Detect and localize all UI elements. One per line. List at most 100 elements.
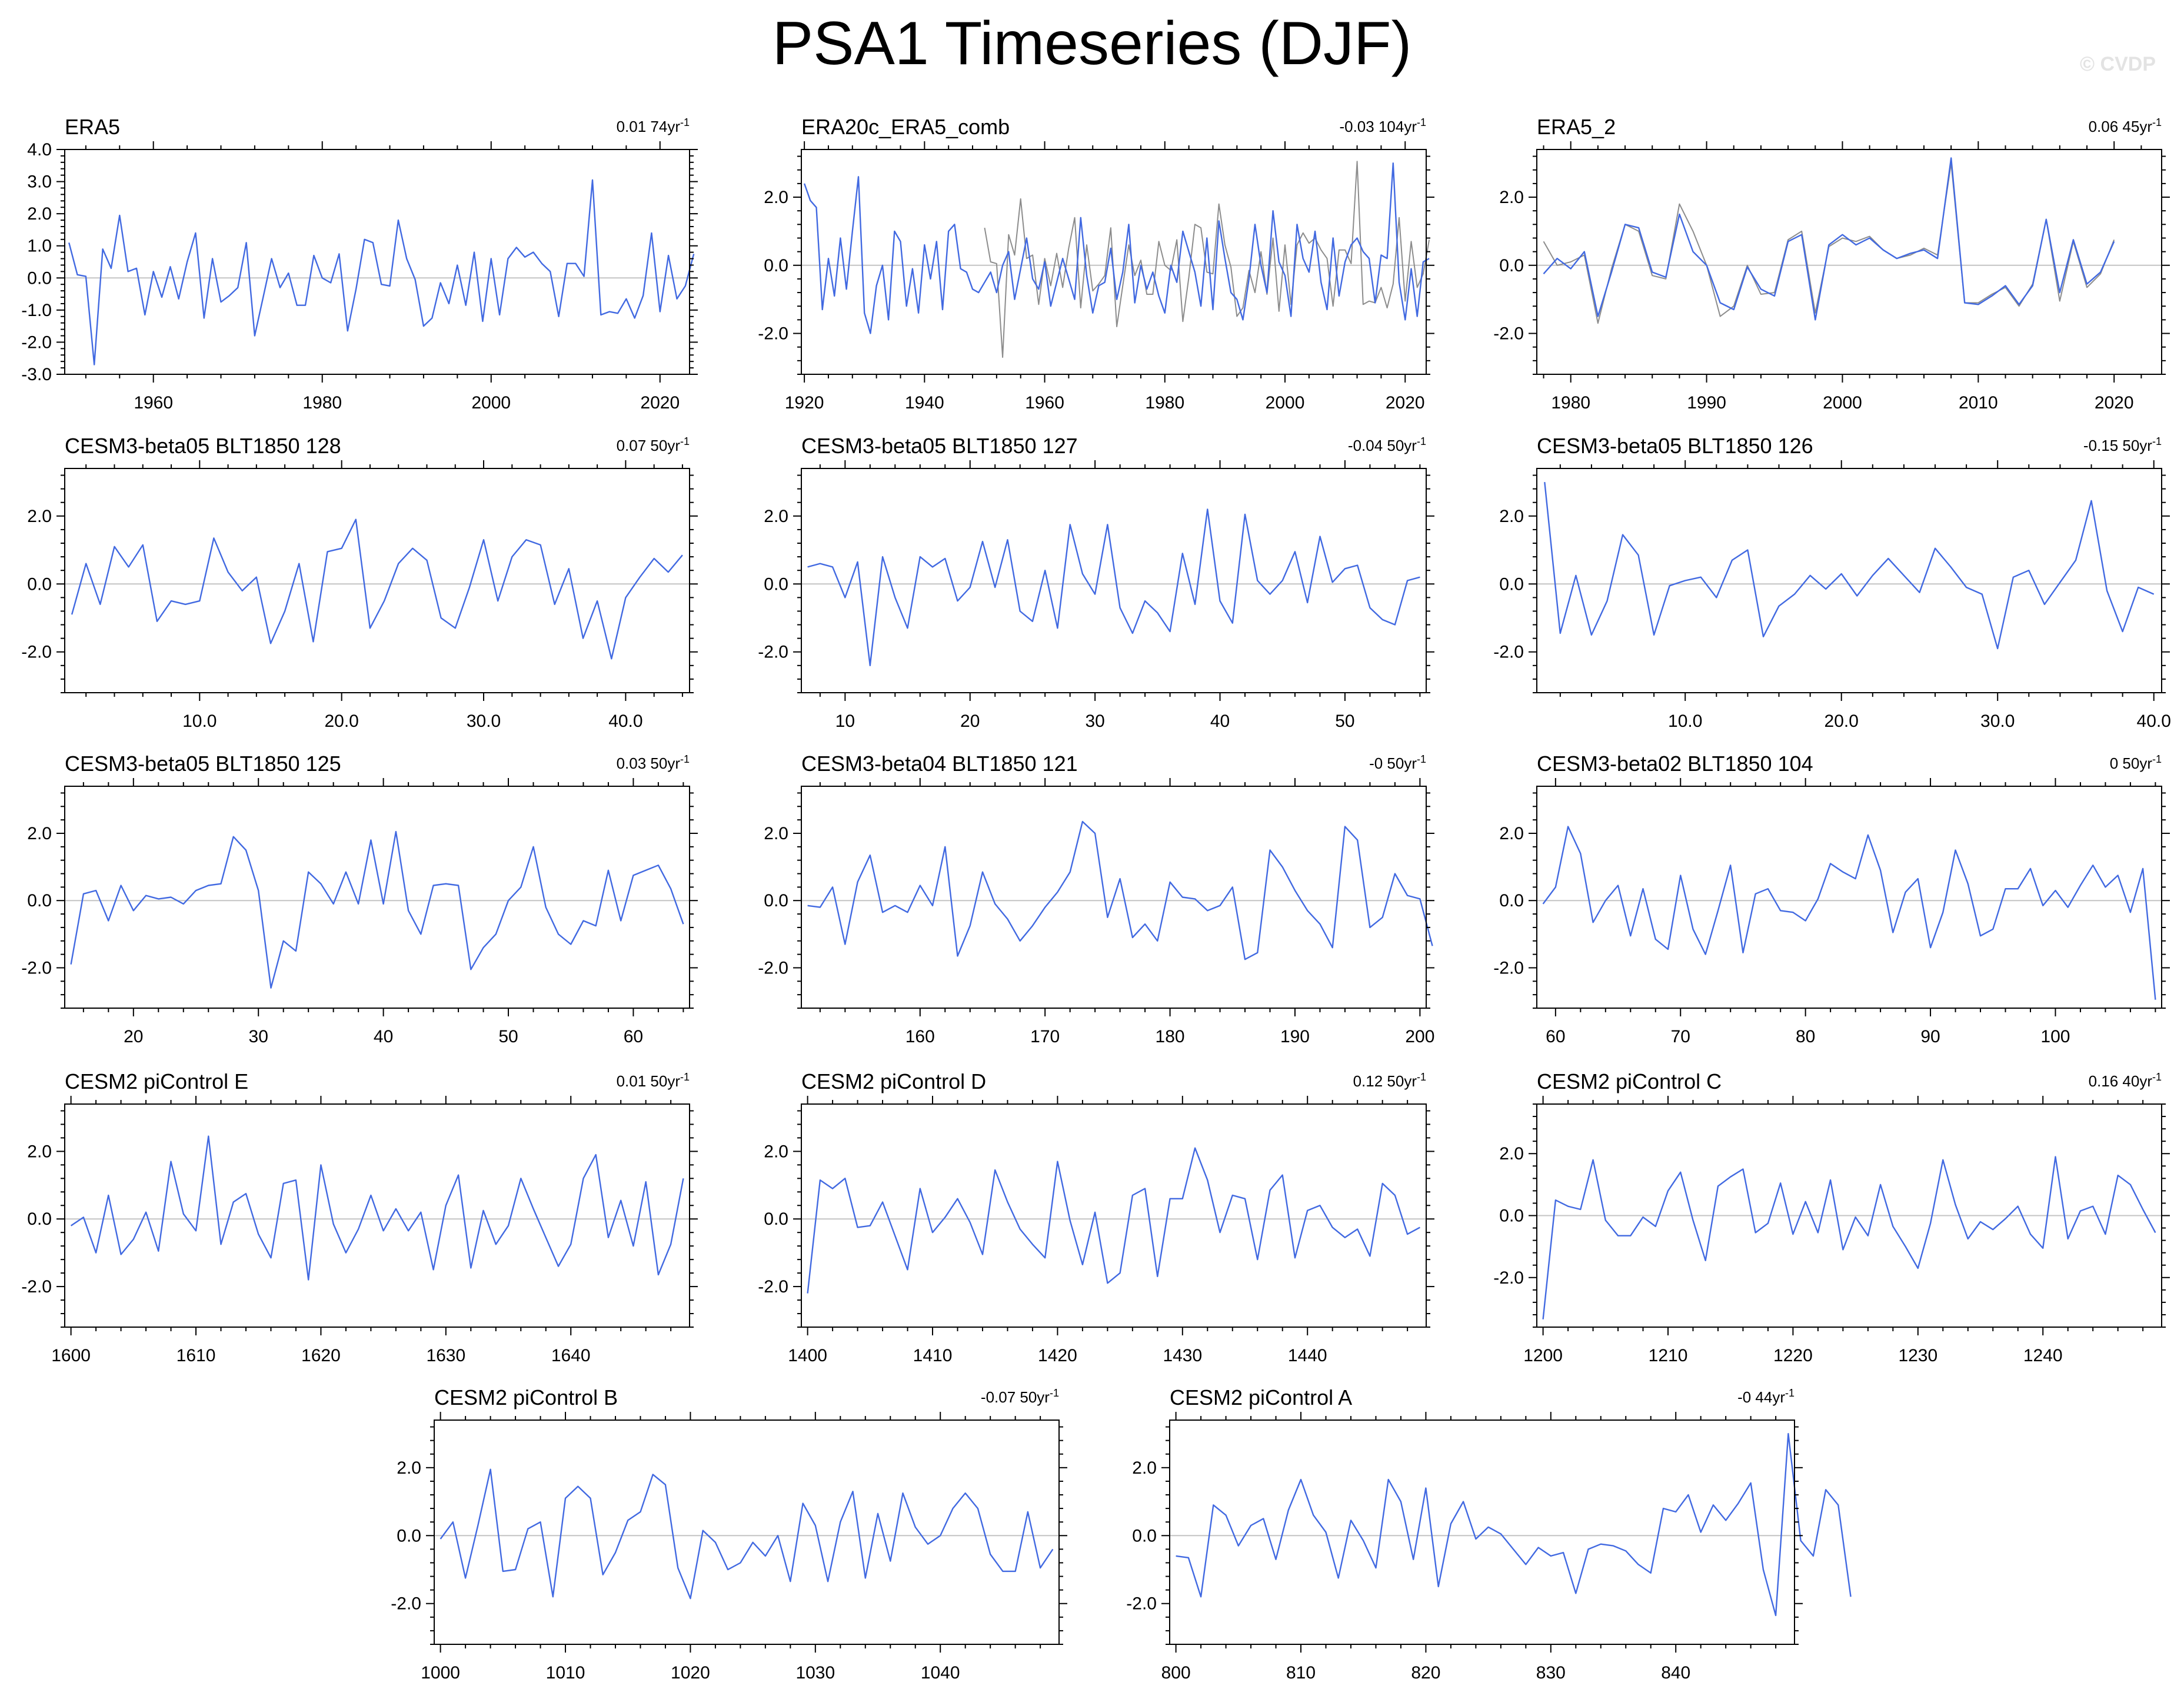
y-tick-label: 0.0 (27, 1209, 52, 1229)
trend-label: 0 50yr-1 (2110, 753, 2162, 772)
y-tick-label: 2.0 (1499, 824, 1524, 843)
x-tick-label: 820 (1411, 1663, 1440, 1683)
x-tick-label: 1220 (1773, 1346, 1813, 1365)
chart-panel: -2.0 0.0 2.0 1000 1010 1020 1030 1040 CESM2 piCo… (391, 1385, 1067, 1683)
reference-series-line (984, 161, 1430, 358)
plot-frame (801, 468, 1427, 693)
x-tick-label: 2020 (2095, 393, 2134, 413)
y-tick-label: -1.0 (21, 301, 52, 320)
chart-panel: -2.0 0.0 2.0 1600 1610 1620 1630 1640 CESM2 piCo… (21, 1069, 698, 1365)
y-tick-label: 2.0 (764, 188, 788, 207)
x-tick-label: 1600 (51, 1346, 91, 1365)
x-tick-label: 810 (1286, 1663, 1316, 1683)
y-tick-label: 2.0 (764, 507, 788, 526)
panel-title: CESM3-beta05 BLT1850 128 (65, 434, 341, 458)
plot-frame (1169, 1420, 1795, 1645)
x-tick-label: 40.0 (608, 712, 642, 731)
x-tick-label: 100 (2040, 1027, 2070, 1046)
panel-title: CESM2 piControl E (65, 1069, 248, 1093)
x-tick-label: 1240 (2023, 1346, 2063, 1365)
x-tick-label: 1980 (1145, 393, 1184, 413)
chart-panel: -2.0 0.0 2.0 20 30 40 50 60 CESM3-beta05 BLT1850… (21, 752, 698, 1046)
chart-panel: -2.0 0.0 2.0 10 20 30 40 50 CESM3-beta05 BLT1850… (758, 434, 1434, 731)
panel-title: CESM2 piControl B (434, 1385, 618, 1410)
series-line (68, 179, 695, 365)
x-tick-label: 1000 (421, 1663, 460, 1683)
series-line (1543, 157, 2115, 321)
x-tick-label: 1640 (551, 1346, 591, 1365)
y-tick-label: 4.0 (27, 140, 52, 159)
x-tick-label: 30 (1085, 712, 1104, 731)
watermark: © CVDP (2080, 53, 2156, 75)
plot-frame (64, 786, 690, 1009)
x-tick-label: 30 (249, 1027, 268, 1046)
y-tick-label: -2.0 (758, 1277, 788, 1297)
trend-label: 0.07 50yr-1 (617, 436, 690, 454)
plot-frame (64, 1103, 690, 1328)
plot-frame (801, 149, 1427, 375)
series-line (1542, 826, 2156, 1000)
series-line (1544, 481, 2155, 650)
x-tick-label: 800 (1161, 1663, 1191, 1683)
y-tick-label: -2.0 (1493, 958, 1524, 978)
x-tick-label: 60 (624, 1027, 643, 1046)
y-tick-label: -2.0 (1126, 1594, 1157, 1614)
plot-frame (1536, 468, 2162, 693)
x-tick-label: 30.0 (467, 712, 501, 731)
trend-label: 0.03 50yr-1 (617, 753, 690, 772)
y-tick-label: 2.0 (764, 824, 788, 843)
y-tick-label: 0.0 (764, 1209, 788, 1229)
series-line (1176, 1432, 1852, 1617)
x-tick-label: 40 (374, 1027, 393, 1046)
x-tick-label: 90 (1920, 1027, 1940, 1046)
x-tick-label: 1230 (1898, 1346, 1937, 1365)
panel-title: CESM3-beta05 BLT1850 127 (801, 434, 1078, 458)
x-tick-label: 1620 (301, 1346, 341, 1365)
x-tick-label: 2020 (640, 393, 680, 413)
trend-label: 0.01 74yr-1 (617, 117, 690, 135)
x-tick-label: 200 (1405, 1027, 1434, 1046)
x-tick-label: 30.0 (1980, 712, 2015, 731)
y-tick-label: 2.0 (1499, 1144, 1524, 1164)
chart-panel: -2.0 0.0 2.0 10.0 20.0 30.0 40.0 CESM3-beta05 B… (1493, 434, 2171, 731)
plot-frame (801, 786, 1427, 1009)
page-title: PSA1 Timeseries (DJF) (772, 9, 1412, 78)
x-tick-label: 830 (1536, 1663, 1566, 1683)
series-line (70, 830, 684, 989)
panel-title: CESM2 piControl A (1170, 1385, 1352, 1410)
plot-frame (64, 468, 690, 693)
x-tick-label: 10 (835, 712, 855, 731)
y-tick-label: 0.0 (1499, 256, 1524, 275)
x-tick-label: 50 (1335, 712, 1354, 731)
x-tick-label: 2000 (471, 393, 511, 413)
y-tick-label: 0.0 (1499, 574, 1524, 594)
y-tick-label: 0.0 (27, 574, 52, 594)
x-tick-label: 80 (1796, 1027, 1815, 1046)
x-tick-label: 1960 (1025, 393, 1064, 413)
chart-panel: -2.0 0.0 2.0 1980 1990 2000 2010 2020 ERA5_2 0.06… (1493, 115, 2170, 413)
y-tick-label: 2.0 (27, 824, 52, 843)
chart-panel: -2.0 0.0 2.0 1200 1210 1220 1230 1240 CESM2 piCo… (1493, 1069, 2170, 1365)
y-tick-label: -2.0 (1493, 643, 1524, 662)
plot-frame (1536, 786, 2162, 1009)
x-tick-label: 50 (498, 1027, 518, 1046)
chart-panel: -2.0 0.0 2.0 1920 1940 1960 1980 2000 2020 ERA20c… (758, 115, 1434, 413)
x-tick-label: 1610 (177, 1346, 216, 1365)
y-tick-label: 0.0 (27, 268, 52, 288)
y-tick-label: -2.0 (1493, 1268, 1524, 1288)
plot-frame (1536, 149, 2162, 375)
x-tick-label: 1430 (1163, 1346, 1202, 1365)
series-line (1542, 1156, 2156, 1319)
trend-label: -0.04 50yr-1 (1348, 436, 1426, 454)
trend-label: -0 50yr-1 (1369, 753, 1426, 772)
x-tick-label: 1200 (1523, 1346, 1563, 1365)
panel-title: ERA5 (65, 115, 120, 139)
x-tick-label: 2010 (1959, 393, 1998, 413)
x-tick-label: 1410 (913, 1346, 953, 1365)
y-tick-label: -2.0 (758, 324, 788, 344)
x-tick-label: 1630 (426, 1346, 465, 1365)
y-tick-label: 2.0 (764, 1142, 788, 1161)
y-tick-label: 2.0 (1132, 1458, 1157, 1478)
x-tick-label: 40.0 (2137, 712, 2171, 731)
x-tick-label: 1420 (1038, 1346, 1077, 1365)
